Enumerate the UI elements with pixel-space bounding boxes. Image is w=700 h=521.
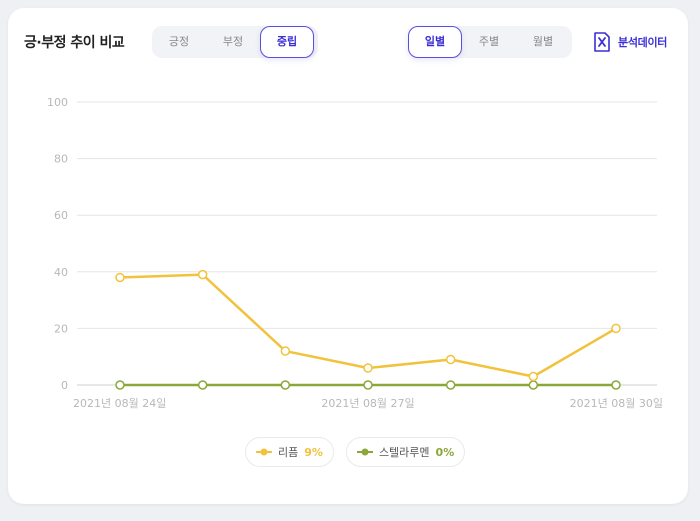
y-tick-label: 100 bbox=[47, 96, 68, 109]
export-data-button[interactable]: 분석데이터 bbox=[592, 30, 667, 54]
x-tick-label: 2021년 08월 30일 bbox=[570, 396, 663, 410]
data-point[interactable] bbox=[363, 363, 373, 373]
data-point[interactable] bbox=[197, 269, 208, 280]
legend-series-percent: 9% bbox=[304, 445, 323, 459]
series-line bbox=[119, 273, 617, 378]
tab-positive[interactable]: 긍정 bbox=[168, 35, 190, 48]
y-tick-label: 40 bbox=[54, 266, 68, 279]
legend-item-stellarumen[interactable]: 스텔라루멘 0% bbox=[345, 437, 466, 467]
data-point[interactable] bbox=[197, 380, 208, 390]
data-point[interactable] bbox=[611, 323, 621, 334]
tab-monthly[interactable]: 월별 bbox=[532, 35, 554, 48]
legend-line-marker-icon bbox=[256, 448, 272, 456]
excel-file-icon bbox=[594, 32, 610, 52]
y-tick-label: 20 bbox=[54, 322, 68, 335]
tab-weekly[interactable]: 주별 bbox=[478, 35, 500, 48]
legend-series-name: 스텔라루멘 bbox=[378, 446, 430, 459]
page-title: 긍·부정 추이 비교 bbox=[24, 35, 125, 51]
y-tick-label: 60 bbox=[54, 209, 68, 222]
export-label: 분석데이터 bbox=[618, 36, 668, 49]
x-tick-label: 2021년 08월 27일 bbox=[321, 396, 414, 410]
y-tick-label: 0 bbox=[61, 379, 68, 392]
tab-daily[interactable]: 일별 bbox=[408, 26, 462, 58]
data-point[interactable] bbox=[528, 380, 539, 390]
data-point[interactable] bbox=[445, 380, 456, 390]
data-point[interactable] bbox=[280, 346, 291, 356]
legend-series-name: 리픔 bbox=[278, 446, 299, 459]
data-point[interactable] bbox=[363, 380, 373, 390]
tab-neutral[interactable]: 중립 bbox=[260, 26, 314, 58]
data-point[interactable] bbox=[115, 380, 125, 390]
sentiment-tabs: 긍정 부정 중립 bbox=[152, 26, 318, 58]
x-tick-label: 2021년 08월 24일 bbox=[73, 396, 166, 410]
legend: 리픔 9% 스텔라루멘 0% bbox=[245, 437, 466, 467]
data-point[interactable] bbox=[445, 354, 456, 365]
legend-item-ripum[interactable]: 리픔 9% bbox=[245, 437, 334, 467]
trend-card bbox=[8, 8, 688, 504]
data-point[interactable] bbox=[611, 380, 621, 390]
legend-line-marker-icon bbox=[356, 448, 373, 456]
data-point[interactable] bbox=[280, 380, 291, 390]
tab-negative[interactable]: 부정 bbox=[222, 35, 244, 48]
data-point[interactable] bbox=[528, 371, 539, 382]
legend-series-percent: 0% bbox=[435, 445, 455, 459]
period-tabs: 일별 주별 월별 bbox=[408, 26, 572, 58]
data-point[interactable] bbox=[115, 272, 125, 283]
y-tick-label: 80 bbox=[54, 153, 68, 166]
